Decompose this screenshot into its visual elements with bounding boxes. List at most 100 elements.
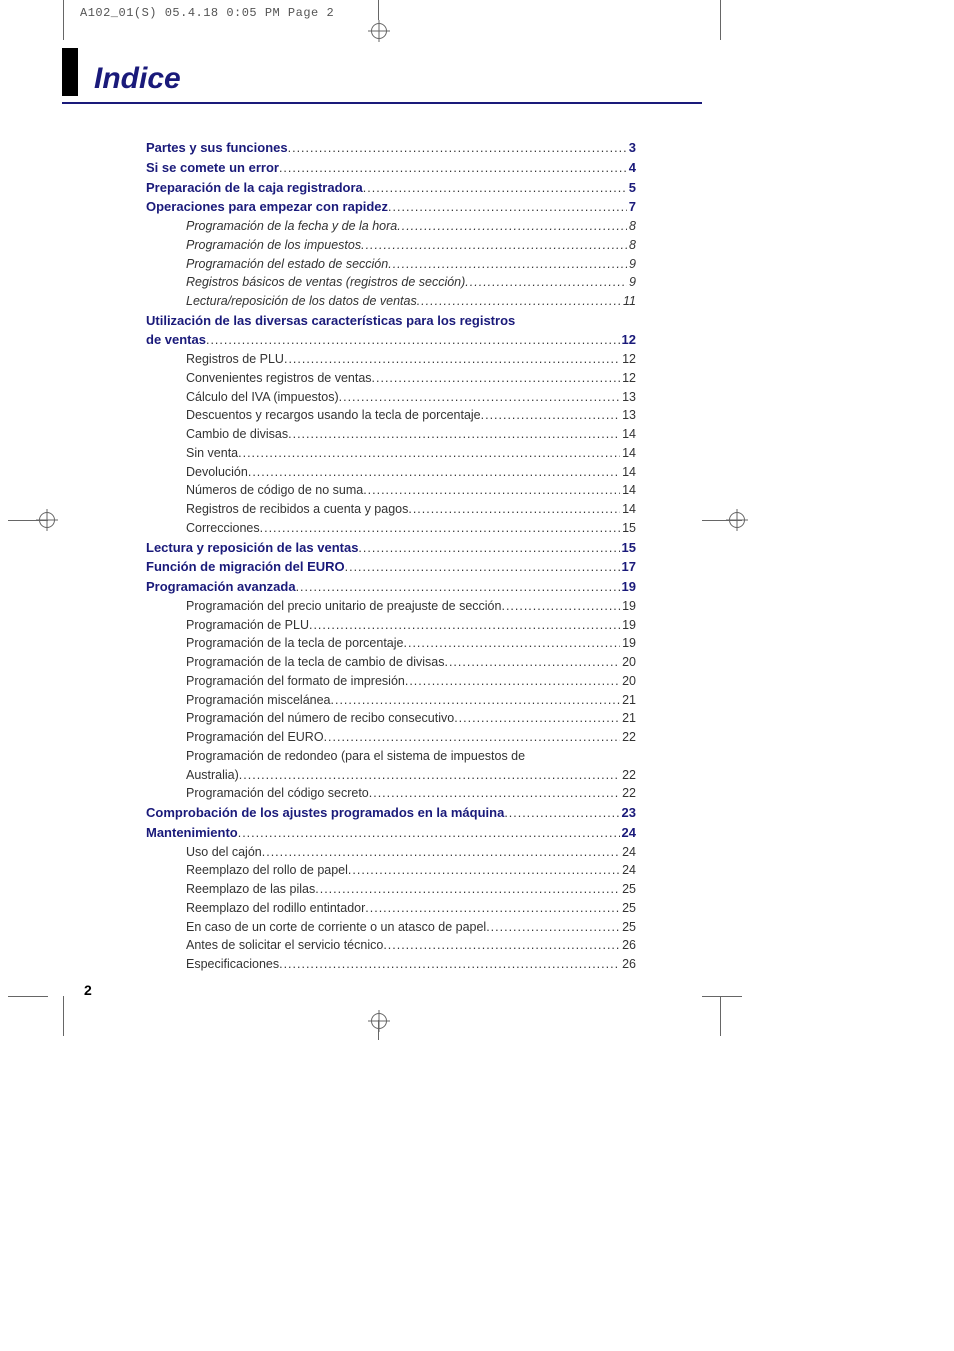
toc-label: Programación de la tecla de cambio de di… [186, 653, 444, 672]
print-slug: A102_01(S) 05.4.18 0:05 PM Page 2 [80, 6, 334, 20]
toc-row: En caso de un corte de corriente o un at… [146, 918, 636, 937]
toc-row: Antes de solicitar el servicio técnico..… [146, 936, 636, 955]
toc-label: Devolución [186, 463, 248, 482]
toc-label: Mantenimiento [146, 823, 238, 843]
title-rule [62, 102, 702, 104]
toc-row: Programación de los impuestos...........… [146, 236, 636, 255]
toc-leader: ........................................… [405, 672, 620, 691]
toc-row: Cálculo del IVA (impuestos).............… [146, 388, 636, 407]
toc-leader: ........................................… [260, 519, 620, 538]
toc-page: 22 [620, 784, 636, 803]
toc-page: 13 [620, 406, 636, 425]
toc-row: Operaciones para empezar con rapidez....… [146, 197, 636, 217]
toc-row: Programación miscelánea.................… [146, 691, 636, 710]
toc-leader: ........................................… [279, 159, 627, 178]
toc-row: Lectura/reposición de los datos de venta… [146, 292, 636, 311]
crop-mark [378, 0, 379, 20]
registration-mark [36, 509, 58, 531]
toc-leader: ........................................… [408, 500, 620, 519]
toc-label: Programación del EURO [186, 728, 324, 747]
toc-page: 13 [620, 388, 636, 407]
toc-row: Partes y sus funciones..................… [146, 138, 636, 158]
toc-label: Función de migración del EURO [146, 557, 345, 577]
toc-label: Si se comete un error [146, 158, 279, 178]
toc-page: 14 [620, 500, 636, 519]
toc-label: Especificaciones [186, 955, 279, 974]
toc-label: Comprobación de los ajustes programados … [146, 803, 504, 823]
toc-row: Registros de recibidos a cuenta y pagos.… [146, 500, 636, 519]
toc-page: 25 [620, 899, 636, 918]
title-bar [62, 48, 78, 96]
toc-row: Correcciones............................… [146, 519, 636, 538]
title-block: Indice [62, 48, 722, 110]
toc-page: 23 [620, 803, 636, 823]
toc-label: Reemplazo del rodillo entintador [186, 899, 365, 918]
toc-label: Programación miscelánea [186, 691, 331, 710]
toc-row: Especificaciones........................… [146, 955, 636, 974]
toc-row: Preparación de la caja registradora.....… [146, 178, 636, 198]
toc-leader: ........................................… [388, 255, 627, 274]
registration-mark [726, 509, 748, 531]
toc-row: Descuentos y recargos usando la tecla de… [146, 406, 636, 425]
toc-label: Operaciones para empezar con rapidez [146, 197, 388, 217]
toc-row: Programación de PLU.....................… [146, 616, 636, 635]
toc-leader: ........................................… [324, 728, 621, 747]
toc-leader: ........................................… [417, 292, 621, 311]
toc-row: Convenientes registros de ventas........… [146, 369, 636, 388]
toc-leader: ........................................… [504, 804, 619, 823]
toc-row: Utilización de las diversas característi… [146, 311, 636, 331]
toc-leader: ........................................… [262, 843, 620, 862]
toc-leader: ........................................… [238, 824, 620, 843]
toc-label: Programación de los impuestos [186, 236, 361, 255]
toc-row: Reemplazo del rodillo entintador........… [146, 899, 636, 918]
toc-page: 15 [620, 519, 636, 538]
toc-leader: ........................................… [486, 918, 620, 937]
toc-row: Números de código de no suma............… [146, 481, 636, 500]
toc-page: 24 [620, 861, 636, 880]
toc-page: 12 [620, 330, 636, 350]
crop-mark [8, 996, 48, 997]
toc-leader: ........................................… [339, 388, 620, 407]
toc-page: 21 [620, 709, 636, 728]
toc-leader: ........................................… [288, 425, 620, 444]
toc-row: Reemplazo de las pilas..................… [146, 880, 636, 899]
toc-page: 19 [620, 634, 636, 653]
toc-page: 3 [627, 138, 636, 158]
toc-label: Reemplazo del rollo de papel [186, 861, 348, 880]
toc-label: Programación del precio unitario de prea… [186, 597, 501, 616]
toc-leader: ........................................… [369, 784, 620, 803]
toc-page: 19 [620, 616, 636, 635]
toc-page: 12 [620, 369, 636, 388]
toc-leader: ........................................… [501, 597, 620, 616]
toc-page: 24 [620, 843, 636, 862]
toc-row: Australia)..............................… [146, 766, 636, 785]
toc-row: Programación de redondeo (para el sistem… [146, 747, 636, 766]
toc-page: 7 [627, 197, 636, 217]
toc-label: Registros básicos de ventas (registros d… [186, 273, 465, 292]
toc-row: Cambio de divisas.......................… [146, 425, 636, 444]
toc-leader: ........................................… [444, 653, 620, 672]
toc-leader: ........................................… [248, 463, 620, 482]
toc-label: Australia) [186, 766, 239, 785]
toc-row: Función de migración del EURO...........… [146, 557, 636, 577]
toc-leader: ........................................… [363, 179, 627, 198]
toc-label: Programación avanzada [146, 577, 296, 597]
crop-mark [720, 0, 721, 40]
toc-row: Devolución..............................… [146, 463, 636, 482]
toc-row: Uso del cajón...........................… [146, 843, 636, 862]
toc-label: Lectura y reposición de las ventas [146, 538, 358, 558]
toc-leader: ........................................… [279, 955, 620, 974]
toc-label: Partes y sus funciones [146, 138, 288, 158]
toc-label: Convenientes registros de ventas [186, 369, 372, 388]
toc-row: Programación del formato de impresión...… [146, 672, 636, 691]
toc-page: 26 [620, 936, 636, 955]
crop-mark [378, 1020, 379, 1040]
toc-page: 9 [627, 273, 636, 292]
registration-mark [368, 1010, 390, 1032]
toc-leader: ........................................… [309, 616, 620, 635]
toc-label: Descuentos y recargos usando la tecla de… [186, 406, 481, 425]
toc-page: 15 [620, 538, 636, 558]
toc-page: 20 [620, 653, 636, 672]
toc-label: Registros de PLU [186, 350, 284, 369]
page: Indice Partes y sus funciones...........… [62, 38, 722, 998]
